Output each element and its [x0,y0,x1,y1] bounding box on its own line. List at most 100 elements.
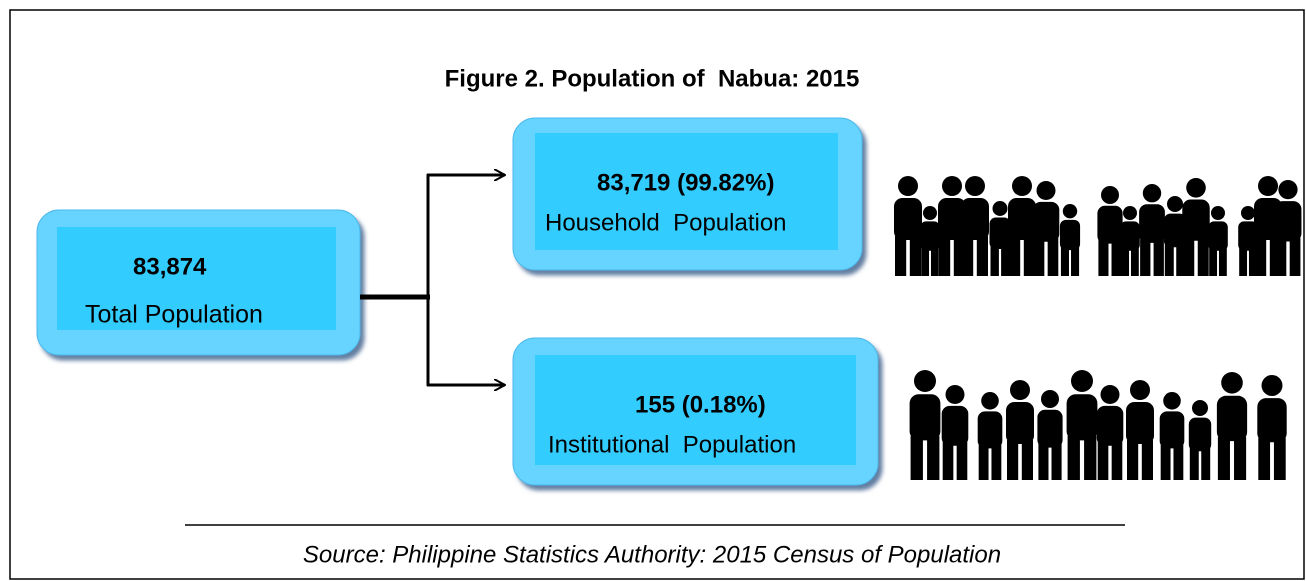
person-part [1032,201,1060,242]
person-part [1218,248,1227,276]
person-part [910,436,923,480]
person-part [1197,236,1209,276]
person-part [1033,238,1045,276]
person-part [1006,402,1034,444]
person-part [989,217,1011,249]
node-value: 83,874 [133,253,207,280]
total-box: 83,874 Total Population [36,209,361,356]
person-part [1275,237,1287,276]
person-part [1051,444,1062,480]
person-part [1047,238,1059,276]
person-part [1255,236,1267,276]
person-part [1111,240,1122,276]
person-part [1209,248,1218,276]
person-part [941,405,969,446]
person-part [909,236,921,276]
person-part [1278,180,1298,200]
household-box: 83,719 (99.82%) Household Population [512,117,863,271]
person-part [1261,375,1283,396]
person-part [938,198,966,240]
box-inner [535,133,838,250]
node-label: Institutional Population [548,431,796,458]
person-part [1038,444,1049,480]
person-part [1120,221,1140,251]
person-part [1192,400,1208,416]
person-part [1123,206,1137,220]
source: Source: Philippine Statistics Authority:… [303,541,1001,568]
person-part [1059,219,1081,251]
person-part [1173,444,1184,480]
person-part [1176,244,1186,276]
box-inner [57,227,336,330]
person-part [1008,198,1036,240]
person-part [1101,186,1119,204]
person-part [942,176,962,196]
person-part [953,236,965,276]
person-part [978,444,989,480]
person-part [1084,436,1097,480]
node-label: Household Population [545,209,787,236]
person-part [1163,392,1181,410]
person-part [909,394,941,441]
person-part [1010,380,1030,400]
institutional-box: 155 (0.18%) Institutional Population [512,337,879,486]
person-part [1163,213,1187,248]
person-part [976,236,988,276]
person-part [920,221,940,251]
person-part [981,392,999,410]
person-part [1066,394,1098,441]
person-part [1234,436,1247,480]
person-part [942,442,954,480]
person-part [1130,380,1150,400]
box-inner [535,355,856,465]
person-part [1001,246,1010,276]
person-part [1164,244,1174,276]
person-part [1139,204,1165,243]
person-part [1060,247,1069,276]
person-part [1289,237,1301,276]
node-value: 155 (0.18%) [635,391,766,418]
person-part [1007,440,1019,480]
person-part [1098,240,1109,276]
person-part [1182,199,1210,241]
person-part [1023,236,1035,276]
person-part [965,176,985,196]
person-part [1188,417,1212,452]
node-label: Total Population [85,301,263,329]
person-part [930,248,939,276]
title: Figure 2. Population of Nabua: 2015 [445,65,860,92]
person-part [1067,436,1080,480]
person-part [1217,436,1230,480]
person-part [962,236,974,276]
person-part [1097,442,1109,480]
person-part [1037,409,1063,448]
person-part [1258,438,1271,480]
person-part [1216,395,1248,442]
person-part [945,385,965,404]
person-part [1097,205,1123,244]
person-part [1239,248,1248,276]
person-part [1238,221,1258,251]
person-part [894,198,922,240]
person-part [1126,402,1154,444]
person-part [1273,438,1286,480]
person-part [1241,206,1255,220]
person-part [1130,248,1139,276]
person-part [1111,442,1123,480]
person-part [1036,181,1056,200]
person-part [927,436,940,480]
person-part [1257,398,1287,443]
node-value: 83,719 (99.82%) [597,169,774,196]
person-part [1221,372,1243,394]
person-part [1258,176,1278,196]
person-part [1062,204,1078,219]
person-part [1160,444,1171,480]
person-part [1009,236,1021,276]
person-part [1153,239,1164,276]
person-part [921,248,930,276]
person-part [898,176,918,196]
person-part [956,442,968,480]
person-part [1211,206,1225,220]
person-part [1141,440,1153,480]
people-icons [894,176,1302,480]
